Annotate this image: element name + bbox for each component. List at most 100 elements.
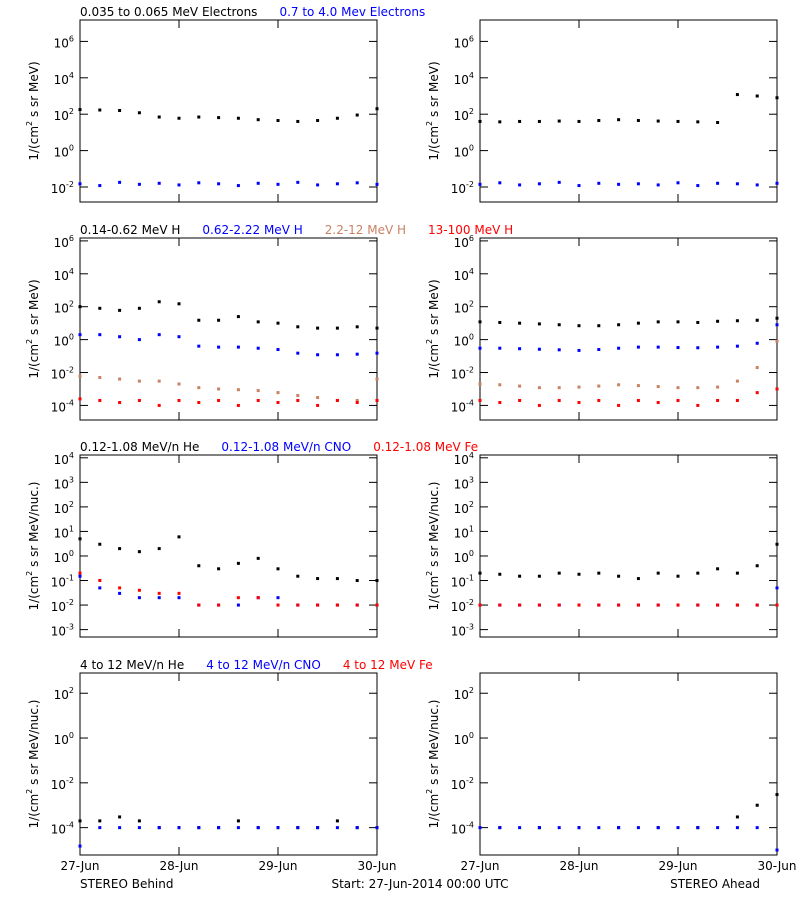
data-point xyxy=(656,320,660,324)
data-point xyxy=(656,603,660,607)
data-point xyxy=(355,401,359,405)
y-tick-label: 100 xyxy=(54,143,74,159)
data-point xyxy=(498,826,502,830)
data-point xyxy=(775,323,779,327)
data-point xyxy=(197,386,201,390)
data-point xyxy=(256,398,260,402)
data-point xyxy=(335,819,339,823)
data-point xyxy=(775,316,779,320)
y-tick-label: 100 xyxy=(54,548,74,564)
footer-center: Start: 27-Jun-2014 00:00 UTC xyxy=(331,877,508,891)
data-point xyxy=(316,396,320,400)
y-axis-label: 1/(cm2 s sr MeV/nuc.) xyxy=(25,482,41,611)
data-point xyxy=(78,537,82,541)
data-point xyxy=(716,826,720,830)
y-tick-label: 104 xyxy=(54,70,74,86)
plot-frame xyxy=(479,237,778,421)
data-point xyxy=(597,324,601,328)
data-point xyxy=(498,401,502,405)
y-tick-label: 102 xyxy=(454,299,474,315)
data-point xyxy=(375,398,379,402)
y-axis-label: 1/(cm2 s sr MeV) xyxy=(25,61,41,160)
data-point xyxy=(755,826,759,830)
y-axis-label: 1/(cm2 s sr MeV/nuc.) xyxy=(25,700,41,829)
data-point xyxy=(735,571,739,575)
y-tick-label: 10-1 xyxy=(51,573,74,589)
data-point xyxy=(656,119,660,123)
legend-entry: 0.7 to 4.0 Mev Electrons xyxy=(279,5,425,19)
data-point xyxy=(617,346,621,350)
data-point xyxy=(256,556,260,560)
legend-entry: 0.14-0.62 MeV H xyxy=(80,223,180,237)
data-point xyxy=(197,401,201,405)
data-point xyxy=(276,603,280,607)
data-point xyxy=(157,403,161,407)
data-point xyxy=(316,119,320,123)
data-point xyxy=(118,180,122,184)
data-point xyxy=(478,603,482,607)
data-point xyxy=(557,571,561,575)
data-point xyxy=(296,180,300,184)
data-point xyxy=(735,93,739,97)
data-point xyxy=(375,579,379,583)
data-point xyxy=(676,320,680,324)
data-point xyxy=(78,374,82,378)
data-point xyxy=(716,603,720,607)
y-tick-label: 101 xyxy=(454,524,474,540)
y-tick-label: 10-3 xyxy=(451,622,474,638)
data-point xyxy=(256,346,260,350)
data-point xyxy=(316,826,320,830)
data-point xyxy=(118,591,122,595)
data-point xyxy=(217,318,221,322)
data-point xyxy=(557,348,561,352)
data-point xyxy=(236,184,240,188)
data-point xyxy=(656,826,660,830)
data-point xyxy=(597,826,601,830)
data-point xyxy=(557,603,561,607)
data-point xyxy=(296,119,300,123)
plot-frame xyxy=(479,672,778,856)
data-point xyxy=(577,324,581,328)
data-point xyxy=(735,815,739,819)
data-point xyxy=(276,391,280,395)
plot-frame xyxy=(79,454,378,638)
data-point xyxy=(197,318,201,322)
data-point xyxy=(137,338,141,342)
data-point xyxy=(676,603,680,607)
data-point xyxy=(236,596,240,600)
y-tick-label: 104 xyxy=(454,70,474,86)
data-point xyxy=(177,116,181,120)
data-point xyxy=(375,826,379,830)
data-point xyxy=(197,826,201,830)
data-point xyxy=(478,119,482,123)
data-point xyxy=(137,596,141,600)
y-tick-label: 10-2 xyxy=(51,365,74,381)
data-point xyxy=(137,182,141,186)
data-point xyxy=(498,120,502,124)
data-point xyxy=(98,333,102,337)
y-axis-label: 1/(cm2 s sr MeV) xyxy=(25,279,41,378)
legend-entry: 4 to 12 MeV/n He xyxy=(80,658,184,672)
data-point xyxy=(478,346,482,350)
data-point xyxy=(98,826,102,830)
y-tick-label: 10-2 xyxy=(451,365,474,381)
y-tick-label: 103 xyxy=(454,475,474,491)
data-point xyxy=(735,319,739,323)
data-point xyxy=(118,401,122,405)
data-point xyxy=(118,377,122,381)
data-point xyxy=(557,386,561,390)
data-point xyxy=(755,803,759,807)
x-tick-label: 30-Jun xyxy=(357,859,396,873)
data-point xyxy=(636,826,640,830)
x-tick-label: 27-Jun xyxy=(60,859,99,873)
data-point xyxy=(735,826,739,830)
x-tick-label: 28-Jun xyxy=(559,859,598,873)
data-point xyxy=(256,826,260,830)
y-axis-label: 1/(cm2 s sr MeV/nuc.) xyxy=(425,700,441,829)
data-point xyxy=(276,182,280,186)
data-point xyxy=(577,826,581,830)
data-point xyxy=(735,603,739,607)
data-point xyxy=(676,386,680,390)
data-point xyxy=(498,603,502,607)
